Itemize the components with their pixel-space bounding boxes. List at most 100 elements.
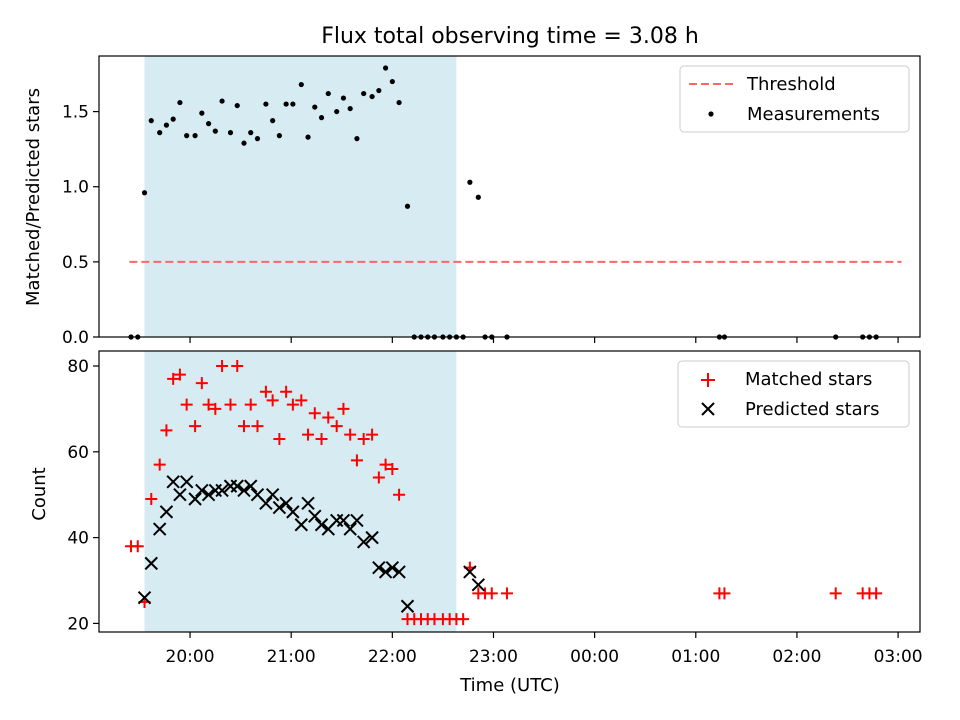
matched-star-point bbox=[209, 402, 222, 415]
bottom-panel: 20 40 60 80 20:00 21:00 22:00 23:00 00:00 01:00 0… bbox=[29, 350, 923, 696]
measurement-point bbox=[404, 203, 411, 209]
bottom-y-axis-label: Count bbox=[29, 467, 50, 520]
measurement-point bbox=[283, 101, 289, 107]
matched-star-point bbox=[173, 368, 186, 381]
predicted-star-point bbox=[308, 509, 322, 523]
matched-star-point bbox=[266, 394, 279, 407]
predicted-star-point bbox=[336, 513, 351, 528]
measurement-point bbox=[340, 95, 347, 101]
top-x-axis-ticks bbox=[189, 337, 899, 343]
measurement-point bbox=[475, 194, 481, 200]
chart-title: Flux total observing time = 3.08 h bbox=[321, 24, 699, 49]
predicted-star-point bbox=[314, 518, 329, 532]
matched-star-point bbox=[393, 488, 406, 501]
matched-star-point bbox=[350, 454, 363, 467]
matched-star-point bbox=[153, 458, 166, 471]
matched-star-point bbox=[259, 385, 272, 398]
measurement-point bbox=[325, 90, 331, 97]
predicted-star-point bbox=[356, 535, 371, 549]
measurement-point bbox=[254, 136, 261, 142]
measurement-point bbox=[205, 121, 212, 127]
legend-predicted-label: Predicted stars bbox=[745, 399, 879, 420]
top-panel: 0.0 0.5 1.0 1.5 Matched/Predicted stars Thr… bbox=[23, 55, 921, 348]
predicted-star-point bbox=[201, 488, 216, 502]
top-y-tick-label: 0.0 bbox=[62, 328, 89, 348]
measurement-point bbox=[192, 133, 198, 139]
measurement-point bbox=[276, 133, 282, 139]
matched-star-point bbox=[386, 462, 399, 475]
predicted-star-point bbox=[244, 479, 258, 493]
observing-window-shade-bottom bbox=[144, 351, 457, 632]
measurement-point bbox=[389, 78, 395, 85]
observing-window-shade-top bbox=[144, 56, 457, 337]
bottom-y-tick-label: 80 bbox=[67, 357, 89, 377]
measurement-point bbox=[184, 133, 190, 139]
predicted-star-point bbox=[230, 479, 244, 493]
bottom-y-tick-label: 20 bbox=[67, 614, 89, 634]
bottom-legend: Matched stars Predicted stars bbox=[677, 360, 910, 428]
measurement-point bbox=[248, 130, 254, 136]
predicted-star-point bbox=[188, 492, 202, 506]
predicted-star-point bbox=[301, 496, 315, 511]
top-y-tick-label: 0.5 bbox=[62, 253, 89, 273]
predicted-star-point bbox=[152, 522, 167, 536]
predicted-star-point bbox=[237, 483, 251, 498]
measurement-point bbox=[312, 104, 318, 110]
predicted-star-point bbox=[173, 488, 187, 502]
predicted-star-point bbox=[365, 530, 379, 545]
matched-star-point bbox=[195, 377, 208, 390]
matched-star-point bbox=[308, 407, 321, 420]
predicted-star-point bbox=[372, 560, 386, 575]
measurement-point bbox=[219, 98, 225, 104]
bottom-y-tick-label: 60 bbox=[67, 443, 89, 463]
predicted-star-point bbox=[215, 483, 229, 498]
matched-star-point bbox=[322, 411, 335, 424]
measurement-point bbox=[163, 122, 170, 128]
bottom-legend-box bbox=[677, 360, 910, 428]
measurement-point bbox=[227, 130, 234, 136]
predicted-star-point bbox=[286, 505, 300, 519]
measurement-point bbox=[347, 105, 353, 112]
predicted-star-point bbox=[350, 513, 364, 528]
x-tick-label: 00:00 bbox=[570, 647, 619, 667]
matched-star-point bbox=[273, 432, 286, 445]
x-tick-label: 22:00 bbox=[368, 647, 417, 667]
predicted-star-point bbox=[279, 496, 293, 511]
matched-star-point bbox=[302, 428, 315, 441]
measurement-point bbox=[396, 99, 402, 106]
measurement-point bbox=[177, 99, 183, 106]
measurement-point bbox=[354, 136, 360, 142]
matched-star-point bbox=[224, 398, 237, 411]
bottom-y-tick-label: 40 bbox=[67, 529, 89, 549]
legend-predicted-swatch bbox=[701, 402, 715, 416]
bottom-y-axis: 20 40 60 80 bbox=[67, 357, 99, 634]
legend-measurements-swatch bbox=[708, 111, 714, 117]
predicted-star-point bbox=[259, 496, 273, 511]
matched-star-point bbox=[366, 428, 379, 441]
matched-star-point bbox=[251, 420, 264, 433]
measurement-point bbox=[141, 190, 148, 196]
matched-star-point bbox=[829, 587, 842, 600]
matched-star-point bbox=[337, 402, 350, 415]
predicted-star-point bbox=[272, 500, 287, 515]
legend-matched-swatch bbox=[701, 373, 715, 387]
predicted-star-point bbox=[179, 475, 194, 489]
predicted-star-point bbox=[137, 590, 152, 605]
measurement-point bbox=[263, 101, 269, 107]
top-y-axis-label: Matched/Predicted stars bbox=[23, 88, 44, 306]
matched-star-point bbox=[167, 372, 180, 385]
top-panel-frame bbox=[98, 55, 921, 338]
predicted-star-point bbox=[159, 505, 174, 519]
matched-star-point bbox=[330, 420, 343, 433]
legend-measurements-label: Measurements bbox=[747, 104, 880, 125]
predicted-star-point bbox=[392, 565, 406, 579]
measurement-point bbox=[467, 179, 473, 185]
x-axis-label: Time (UTC) bbox=[459, 675, 560, 696]
predicted-star-point bbox=[265, 488, 280, 502]
matched-star-point bbox=[160, 424, 173, 437]
measurement-point bbox=[382, 65, 389, 71]
measurement-point bbox=[199, 110, 205, 116]
legend-threshold-label: Threshold bbox=[746, 74, 836, 95]
measurement-point bbox=[369, 93, 375, 100]
